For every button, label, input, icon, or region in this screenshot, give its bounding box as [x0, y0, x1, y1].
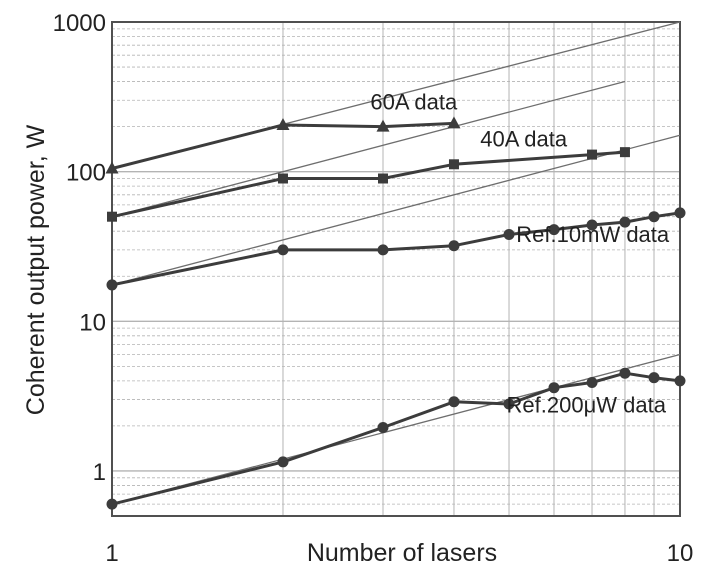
- series-label: Ref.10mW data: [516, 222, 670, 247]
- data-point-circle: [586, 376, 598, 388]
- data-point-circle: [377, 244, 389, 256]
- y-tick-label: 100: [66, 160, 106, 187]
- data-point-circle: [448, 396, 460, 408]
- data-point-circle: [674, 375, 686, 387]
- y-tick-label: 1000: [53, 10, 106, 37]
- data-point-circle: [648, 372, 660, 384]
- data-point-circle: [548, 224, 560, 236]
- data-series: [111, 121, 681, 506]
- y-tick-label: 10: [79, 309, 106, 336]
- data-point-circle: [106, 279, 118, 291]
- data-point-circle: [548, 382, 560, 394]
- data-markers: [105, 116, 686, 510]
- data-point-circle: [648, 211, 660, 223]
- data-point-triangle: [376, 119, 390, 132]
- y-axis-label: Coherent output power, W: [22, 124, 50, 415]
- series-label: 40A data: [480, 127, 568, 152]
- data-point-circle: [619, 216, 631, 228]
- ideal-scaling-line: [111, 80, 626, 218]
- plot-frame: [111, 21, 681, 517]
- data-point-square: [587, 149, 598, 160]
- series-labels: 60A data 40A data Ref.10mW data Ref.200μW d…: [370, 90, 670, 418]
- data-point-triangle: [447, 116, 461, 129]
- x-tick-label: 1: [105, 540, 118, 567]
- y-tick-labels: 1 10 100 1000: [53, 10, 106, 486]
- data-point-circle: [503, 229, 515, 241]
- data-point-square: [107, 211, 117, 222]
- data-point-circle: [503, 398, 515, 410]
- data-point-circle: [619, 367, 631, 379]
- data-point-circle: [586, 219, 598, 231]
- ideal-scaling-line: [111, 134, 681, 286]
- data-point-circle: [448, 240, 460, 252]
- series-label: 60A data: [370, 90, 458, 115]
- data-point-circle: [277, 456, 289, 468]
- data-point-triangle: [105, 161, 119, 174]
- series-line: [111, 371, 681, 506]
- data-point-circle: [674, 207, 686, 219]
- x-tick-label: 10: [667, 540, 694, 567]
- y-tick-label: 1: [93, 459, 106, 486]
- x-tick-labels: 1 10: [105, 540, 693, 567]
- data-point-circle: [106, 498, 118, 510]
- data-point-square: [619, 147, 630, 158]
- data-point-circle: [277, 244, 289, 256]
- data-point-square: [277, 173, 288, 184]
- series-line: [111, 121, 455, 170]
- x-axis-label: Number of lasers: [307, 539, 497, 567]
- series-line: [111, 150, 626, 219]
- series-line: [111, 211, 681, 287]
- ideal-scaling-line: [111, 353, 681, 505]
- data-point-square: [378, 173, 389, 184]
- series-label: Ref.200μW data: [507, 393, 667, 418]
- data-point-circle: [377, 422, 389, 434]
- data-point-triangle: [276, 117, 290, 130]
- data-point-square: [448, 159, 459, 170]
